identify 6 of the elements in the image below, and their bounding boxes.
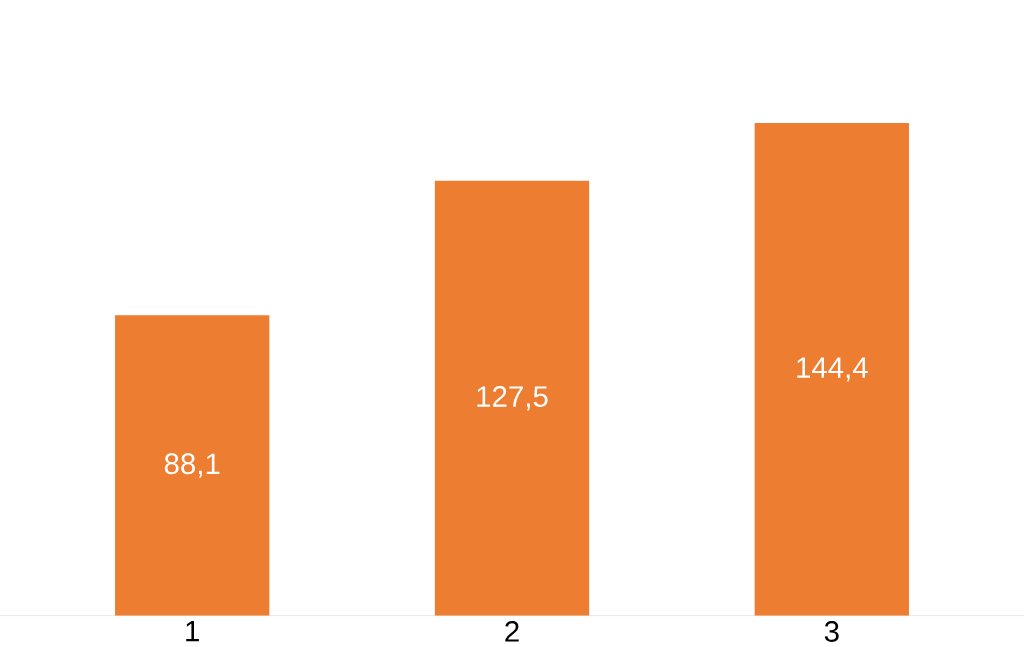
x-tick-label: 1 [186, 621, 199, 642]
data-label: 88,1 [164, 453, 220, 478]
x-tick-label: 2 [505, 621, 519, 642]
data-label: 144,4 [797, 357, 868, 382]
data-label: 127,5 [477, 386, 548, 411]
x-tick-label: 3 [824, 621, 839, 642]
